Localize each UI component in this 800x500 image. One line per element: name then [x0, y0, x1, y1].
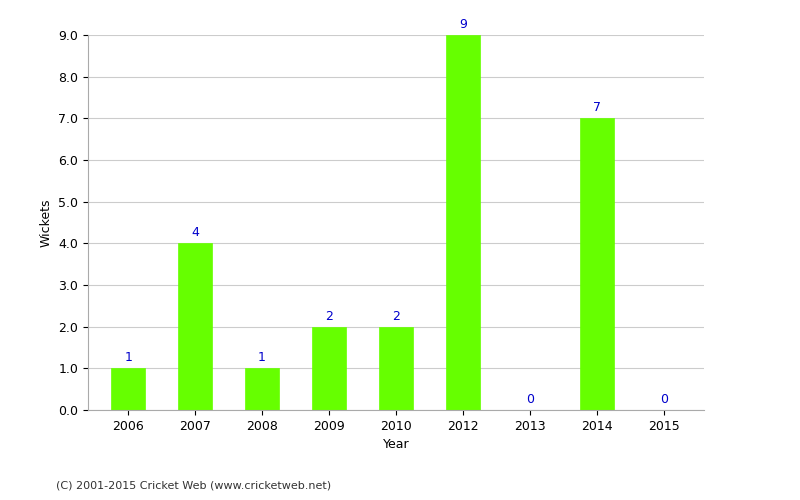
- Bar: [178, 244, 212, 410]
- X-axis label: Year: Year: [382, 438, 410, 452]
- Text: 0: 0: [526, 393, 534, 406]
- Text: 2: 2: [392, 310, 400, 322]
- Y-axis label: Wickets: Wickets: [40, 198, 53, 246]
- Text: 7: 7: [593, 101, 601, 114]
- Text: 0: 0: [660, 393, 668, 406]
- Text: 9: 9: [459, 18, 467, 31]
- Bar: [446, 35, 480, 410]
- Bar: [580, 118, 614, 410]
- Bar: [379, 326, 413, 410]
- Text: 1: 1: [124, 351, 132, 364]
- Bar: [246, 368, 279, 410]
- Bar: [312, 326, 346, 410]
- Text: (C) 2001-2015 Cricket Web (www.cricketweb.net): (C) 2001-2015 Cricket Web (www.cricketwe…: [56, 480, 331, 490]
- Text: 4: 4: [191, 226, 199, 239]
- Text: 1: 1: [258, 351, 266, 364]
- Text: 2: 2: [325, 310, 333, 322]
- Bar: [111, 368, 145, 410]
